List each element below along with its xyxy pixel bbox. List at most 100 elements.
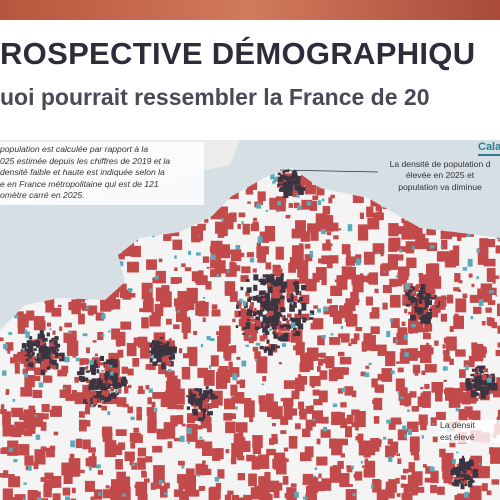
- density-cell: [430, 417, 437, 426]
- density-cell: [276, 320, 282, 328]
- density-cell: [370, 484, 374, 489]
- density-cell: [101, 405, 107, 411]
- density-cell: [197, 270, 204, 279]
- density-cell: [421, 370, 426, 375]
- density-cell: [422, 327, 429, 333]
- density-cell: [195, 301, 206, 316]
- density-cell: [0, 404, 5, 410]
- density-cell: [458, 408, 468, 422]
- density-cell: [424, 347, 434, 355]
- density-cell: [179, 435, 185, 443]
- density-cell: [408, 311, 413, 315]
- density-cell: [291, 228, 302, 239]
- density-cell: [163, 346, 170, 354]
- density-cell: [214, 476, 220, 482]
- density-cell: [456, 464, 460, 467]
- density-cell: [260, 307, 264, 310]
- density-cell: [470, 471, 474, 475]
- density-cell: [367, 217, 380, 230]
- density-cell: [79, 367, 85, 376]
- density-cell: [92, 340, 97, 343]
- density-cell: [67, 344, 76, 355]
- density-cell: [486, 378, 492, 383]
- density-cell: [23, 482, 27, 485]
- density-cell: [236, 380, 243, 385]
- density-cell: [390, 318, 400, 328]
- density-cell: [404, 352, 409, 357]
- density-cell: [328, 369, 337, 381]
- density-cell: [317, 485, 322, 488]
- density-cell: [266, 339, 270, 344]
- density-cell: [121, 366, 128, 374]
- density-cell: [287, 413, 293, 420]
- density-cell: [280, 307, 285, 313]
- density-cell: [54, 343, 61, 348]
- density-cell: [262, 298, 266, 302]
- density-cell: [35, 360, 38, 364]
- density-cell: [230, 384, 238, 396]
- density-cell: [235, 422, 248, 433]
- density-cell: [483, 258, 496, 267]
- density-cell: [41, 337, 48, 342]
- density-cell: [402, 425, 407, 431]
- density-cell: [176, 307, 187, 323]
- density-cell: [148, 388, 153, 393]
- density-cell: [98, 379, 101, 381]
- density-cell: [264, 297, 270, 304]
- density-cell: [339, 472, 350, 488]
- density-cell: [440, 313, 448, 322]
- density-cell: [209, 338, 215, 342]
- density-cell: [424, 477, 432, 483]
- density-cell: [323, 306, 329, 312]
- density-cell: [259, 335, 265, 342]
- density-cell: [282, 476, 289, 485]
- density-cell: [260, 278, 266, 285]
- density-cell: [90, 496, 95, 500]
- density-cell: [283, 175, 288, 181]
- density-cell: [113, 299, 121, 310]
- density-cell: [300, 352, 312, 364]
- density-cell: [165, 360, 172, 366]
- density-cell: [195, 272, 201, 283]
- density-cell: [118, 388, 122, 393]
- density-cell: [489, 290, 494, 294]
- density-cell: [301, 182, 305, 187]
- density-cell: [419, 301, 423, 304]
- density-cell: [177, 277, 182, 284]
- density-cell: [167, 368, 172, 372]
- density-cell: [151, 401, 156, 408]
- density-cell: [272, 300, 277, 307]
- density-cell: [48, 360, 53, 364]
- density-cell: [63, 332, 73, 343]
- density-cell: [422, 290, 426, 294]
- density-cell: [202, 396, 209, 401]
- density-cell: [97, 469, 103, 475]
- density-cell: [288, 189, 293, 197]
- density-cell: [43, 346, 48, 351]
- density-cell: [316, 438, 321, 445]
- density-cell: [407, 421, 419, 433]
- density-cell: [233, 433, 243, 444]
- density-cell: [455, 407, 459, 412]
- density-cell: [429, 245, 435, 249]
- density-cell: [445, 462, 452, 469]
- density-cell: [26, 340, 32, 348]
- density-cell: [202, 402, 208, 412]
- density-cell: [284, 458, 289, 462]
- density-cell: [275, 276, 282, 285]
- density-cell: [158, 480, 163, 485]
- density-cell: [21, 351, 27, 355]
- density-cell: [411, 488, 418, 496]
- density-cell: [274, 321, 279, 327]
- density-cell: [187, 427, 192, 435]
- density-cell: [316, 366, 321, 372]
- density-cell: [375, 442, 382, 447]
- density-cell: [297, 374, 302, 378]
- density-cell: [453, 479, 458, 486]
- density-cell: [322, 243, 332, 251]
- density-cell: [443, 379, 447, 382]
- density-cell: [231, 265, 241, 272]
- density-cell: [130, 442, 136, 449]
- density-cell: [281, 315, 284, 320]
- density-cell: [310, 253, 314, 258]
